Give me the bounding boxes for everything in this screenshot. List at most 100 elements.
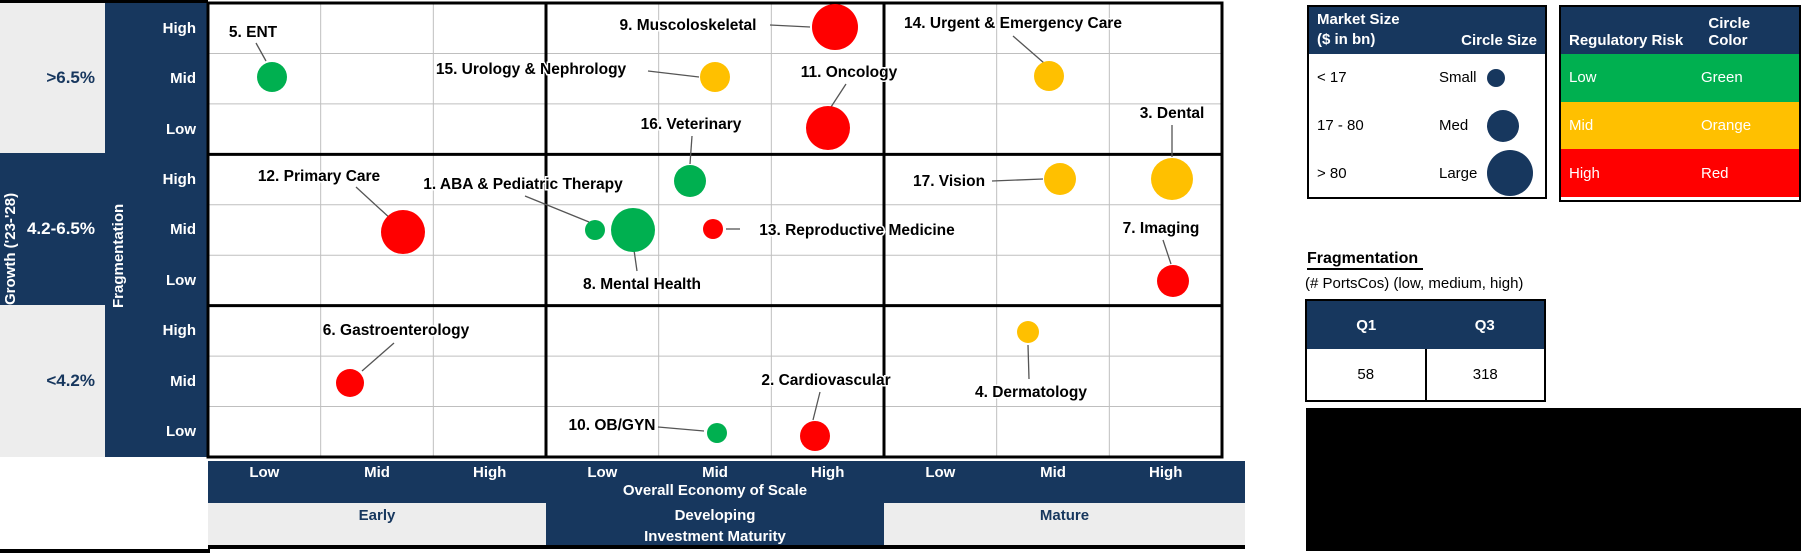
fragmentation-quartile-table: Q1 Q3 58 318 — [1305, 299, 1546, 402]
maturity-section-developing: Developing Investment Maturity — [546, 503, 884, 545]
bubble-connector — [689, 135, 693, 165]
quartile-value-q3: 318 — [1472, 366, 1498, 383]
bubble — [800, 421, 830, 451]
bubble — [1151, 158, 1193, 200]
economy-of-scale-tick: Mid — [1040, 464, 1066, 481]
maturity-section-early: Early — [208, 503, 546, 545]
bubble-label: 14. Urgent & Emergency Care — [904, 15, 1122, 32]
economy-of-scale-tick: Mid — [702, 464, 728, 481]
regulatory-risk-legend-header: Regulatory Risk Circle Color — [1561, 7, 1799, 54]
bubble-label: 3. Dental — [1140, 105, 1205, 122]
bubble-label: 2. Cardiovascular — [761, 372, 890, 389]
bubble — [1017, 321, 1039, 343]
fragmentation-legend: Fragmentation (# PortsCos) (low, medium,… — [1305, 250, 1547, 402]
circle-color-name: Red — [1701, 164, 1729, 182]
market-size-legend-units: ($ in bn) — [1317, 31, 1376, 48]
bubble-label: 15. Urology & Nephrology — [436, 61, 627, 78]
bubble-connector — [769, 24, 811, 28]
circle-color-column-header: Circle Color — [1708, 15, 1751, 49]
fragmentation-legend-subtitle: (# PortsCos) (low, medium, high) — [1305, 275, 1524, 292]
circle-size-column-header: Circle Size — [1461, 32, 1537, 49]
economy-of-scale-axis-title: Overall Economy of Scale — [622, 482, 808, 499]
growth-band-label: 4.2-6.5% — [26, 219, 95, 238]
circle-size-label: Large — [1439, 164, 1478, 182]
maturity-section-label: Developing — [674, 507, 756, 524]
bubble-label: 10. OB/GYN — [569, 417, 656, 434]
bubble-connector — [647, 70, 700, 78]
investment-maturity-axis-title: Investment Maturity — [644, 528, 786, 545]
market-size-legend: Market Size ($ in bn) Circle Size < 17 Sm… — [1307, 5, 1547, 199]
regulatory-risk-legend: Regulatory Risk Circle Color Low Green Mid… — [1559, 5, 1801, 202]
bubble-label: 5. ENT — [229, 24, 278, 41]
bubble-connector — [355, 186, 393, 221]
bubble-connector — [1027, 344, 1030, 380]
bubble-connector — [633, 249, 638, 272]
bubble — [611, 208, 655, 252]
investment-maturity-axis: Early Developing Investment Maturity Mat… — [208, 503, 1245, 549]
market-size-range: > 80 — [1317, 164, 1347, 182]
quartile-header-q1: Q1 — [1356, 316, 1377, 334]
size-sample-circle — [1487, 68, 1505, 87]
growth-axis: >6.5% Growth ('23-'28) 4.2-6.5% <4.2% — [0, 0, 105, 457]
bubble-label: 13. Reproductive Medicine — [759, 222, 955, 239]
bubble-label: 11. Oncology — [801, 64, 898, 81]
bubble-label: 7. Imaging — [1123, 220, 1200, 237]
growth-band-mid: Growth ('23-'28) 4.2-6.5% — [0, 153, 105, 305]
bubble-connector — [830, 83, 847, 108]
bubble — [1157, 265, 1189, 297]
bubble — [1034, 61, 1064, 91]
bubble-connector — [991, 178, 1044, 182]
bubble — [585, 220, 605, 240]
fragmentation-tick: Mid — [170, 221, 196, 239]
market-size-row: < 17 Small — [1309, 54, 1545, 102]
fragmentation-axis-title: Fragmentation — [110, 203, 127, 308]
bubble-label: 1. ABA & Pediatric Therapy — [423, 176, 623, 193]
bubble — [257, 62, 287, 92]
bubble-connector — [1012, 35, 1045, 64]
bubble-label: 17. Vision — [913, 173, 985, 190]
quartile-header-q3: Q3 — [1474, 316, 1495, 334]
regulatory-risk-legend-rows: Low Green Mid Orange High Red — [1561, 54, 1799, 198]
regulatory-risk-row: High Red — [1561, 149, 1799, 198]
bubble — [336, 369, 364, 397]
bubble-connector — [361, 342, 395, 372]
fragmentation-axis: Fragmentation High Mid Low High Mid Low High Mi… — [105, 0, 208, 457]
circle-color-name: Green — [1701, 69, 1743, 87]
economy-of-scale-tick: Low — [925, 464, 956, 481]
growth-band-label: <4.2% — [46, 371, 95, 390]
bubble-connector — [812, 391, 821, 421]
bubble-label: 4. Dermatology — [975, 384, 1087, 401]
maturity-section-mature: Mature — [884, 503, 1245, 545]
regulatory-risk-row: Low Green — [1561, 54, 1799, 102]
circle-color-name: Orange — [1701, 117, 1752, 134]
growth-band-low: <4.2% — [0, 305, 105, 457]
fragmentation-tick: Mid — [170, 372, 196, 390]
bubble — [806, 106, 850, 150]
regulatory-risk-column-header: Regulatory Risk — [1569, 32, 1684, 49]
risk-level-label: Low — [1569, 69, 1597, 87]
market-size-row: > 80 Large — [1309, 149, 1545, 197]
quartile-value-q1: 58 — [1307, 349, 1427, 400]
bubble — [1044, 163, 1076, 195]
bubble — [700, 62, 730, 92]
bubble — [674, 165, 706, 197]
economy-of-scale-tick-labels: Low Mid High Low Mid High Low Mid High — [208, 461, 1222, 482]
bubble-connector — [1162, 239, 1172, 265]
plot-border — [206, 1, 1224, 459]
economy-of-scale-tick: High — [1149, 464, 1183, 481]
fragmentation-tick: Low — [166, 423, 196, 441]
risk-level-label: High — [1569, 164, 1600, 182]
economy-of-scale-tick: High — [811, 464, 845, 481]
fragmentation-tick: High — [162, 322, 196, 340]
regulatory-risk-row: Mid Orange — [1561, 101, 1799, 150]
maturity-section-label: Early — [358, 507, 396, 524]
economy-of-scale-axis: Low Mid High Low Mid High Low Mid High Overall E… — [208, 461, 1245, 503]
economy-of-scale-tick: High — [473, 464, 507, 481]
bottom-border-line — [0, 549, 210, 553]
bubble-label: 12. Primary Care — [258, 168, 381, 185]
economy-of-scale-tick: Mid — [364, 464, 390, 481]
economy-of-scale-tick: Low — [249, 464, 280, 481]
bubble-connector — [657, 426, 705, 432]
size-sample-circle — [1487, 109, 1519, 142]
